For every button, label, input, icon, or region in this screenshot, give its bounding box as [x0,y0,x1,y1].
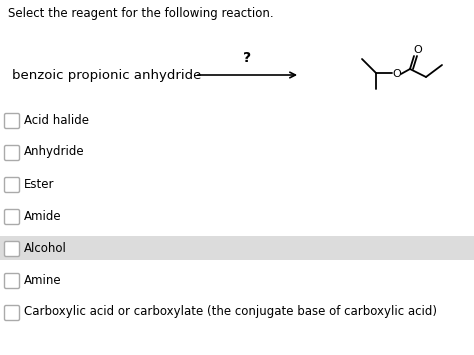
FancyBboxPatch shape [4,209,19,224]
Text: O: O [414,45,422,55]
FancyBboxPatch shape [0,236,474,260]
Text: Anhydride: Anhydride [24,146,85,158]
Text: Acid halide: Acid halide [24,114,89,126]
Text: Carboxylic acid or carboxylate (the conjugate base of carboxylic acid): Carboxylic acid or carboxylate (the conj… [24,306,437,318]
Text: Ester: Ester [24,178,55,191]
Text: Select the reagent for the following reaction.: Select the reagent for the following rea… [8,7,273,20]
Text: benzoic propionic anhydride: benzoic propionic anhydride [12,69,201,82]
FancyBboxPatch shape [4,273,19,289]
Text: Amine: Amine [24,273,62,286]
Text: Amide: Amide [24,209,62,223]
FancyBboxPatch shape [4,178,19,192]
FancyBboxPatch shape [4,241,19,257]
FancyBboxPatch shape [4,306,19,321]
FancyBboxPatch shape [4,146,19,160]
Text: ?: ? [244,51,252,65]
Text: O: O [392,69,401,79]
FancyBboxPatch shape [4,114,19,129]
Text: Alcohol: Alcohol [24,241,67,255]
